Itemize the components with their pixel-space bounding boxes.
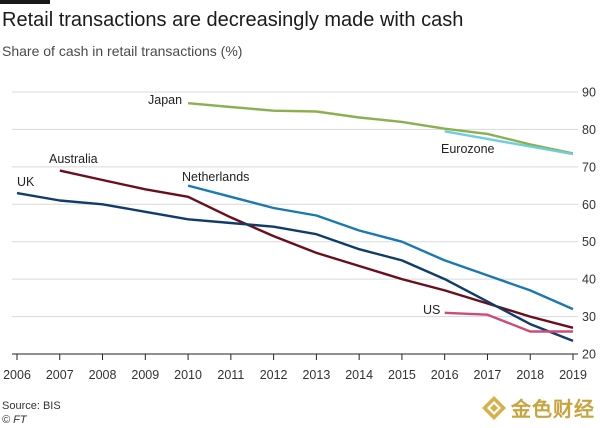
x-tick-label: 2016: [431, 368, 459, 382]
y-tick-label: 40: [582, 273, 596, 287]
series-line-australia: [59, 169, 574, 329]
series-label-eurozone: Eurozone: [441, 142, 495, 156]
x-axis: [12, 353, 578, 360]
chart-subtitle: Share of cash in retail transactions (%): [2, 43, 243, 59]
series-label-uk: UK: [17, 175, 35, 189]
series-label-australia: Australia: [49, 152, 98, 166]
x-tick-label: 2012: [260, 368, 288, 382]
series-line-us: [444, 311, 573, 333]
x-tick-label: 2015: [388, 368, 416, 382]
series-line-eurozone: [444, 130, 574, 156]
header-rule: [0, 0, 50, 4]
y-tick-label: 80: [582, 123, 596, 137]
x-tick-label: 2017: [474, 368, 502, 382]
series-label-netherlands: Netherlands: [182, 170, 249, 184]
chart-title: Retail transactions are decreasingly mad…: [2, 9, 464, 31]
series-labels: Japan Eurozone Netherlands Australia UK US: [17, 93, 495, 317]
series-line-uk: [16, 191, 574, 343]
source-note: Source: BIS: [2, 400, 61, 412]
gridlines: [12, 91, 578, 318]
y-tick-label: 70: [582, 160, 596, 174]
series-line-japan: [187, 102, 574, 155]
watermark-logo-icon: [482, 395, 506, 420]
x-tick-label: 2008: [89, 368, 117, 382]
y-axis-labels: 20 30 40 50 60 70 80 90: [582, 86, 596, 362]
y-tick-label: 30: [582, 310, 596, 324]
series-line-netherlands: [187, 184, 574, 311]
series-lines: [16, 102, 574, 343]
watermark: 金色财经: [481, 393, 595, 422]
y-tick-label: 90: [582, 86, 596, 100]
series-label-japan: Japan: [148, 93, 182, 107]
series-label-us: US: [423, 303, 440, 317]
x-tick-label: 2014: [345, 368, 373, 382]
y-tick-label: 60: [582, 198, 596, 212]
x-tick-label: 2011: [217, 368, 244, 382]
y-tick-label: 50: [582, 235, 596, 249]
watermark-text: 金色财经: [511, 397, 595, 421]
x-tick-label: 2009: [131, 368, 159, 382]
x-tick-label: 2013: [302, 368, 330, 382]
copyright-note: © FT: [2, 414, 27, 426]
x-tick-label: 2006: [3, 368, 31, 382]
x-axis-labels: 2006 2007 2008 2009 2010 2011 2012 2013 2014 2015…: [3, 368, 587, 382]
x-tick-label: 2019: [559, 368, 587, 382]
x-tick-label: 2010: [174, 368, 202, 382]
x-tick-label: 2007: [46, 368, 74, 382]
x-tick-label: 2018: [516, 368, 544, 382]
y-tick-label: 20: [582, 348, 596, 362]
